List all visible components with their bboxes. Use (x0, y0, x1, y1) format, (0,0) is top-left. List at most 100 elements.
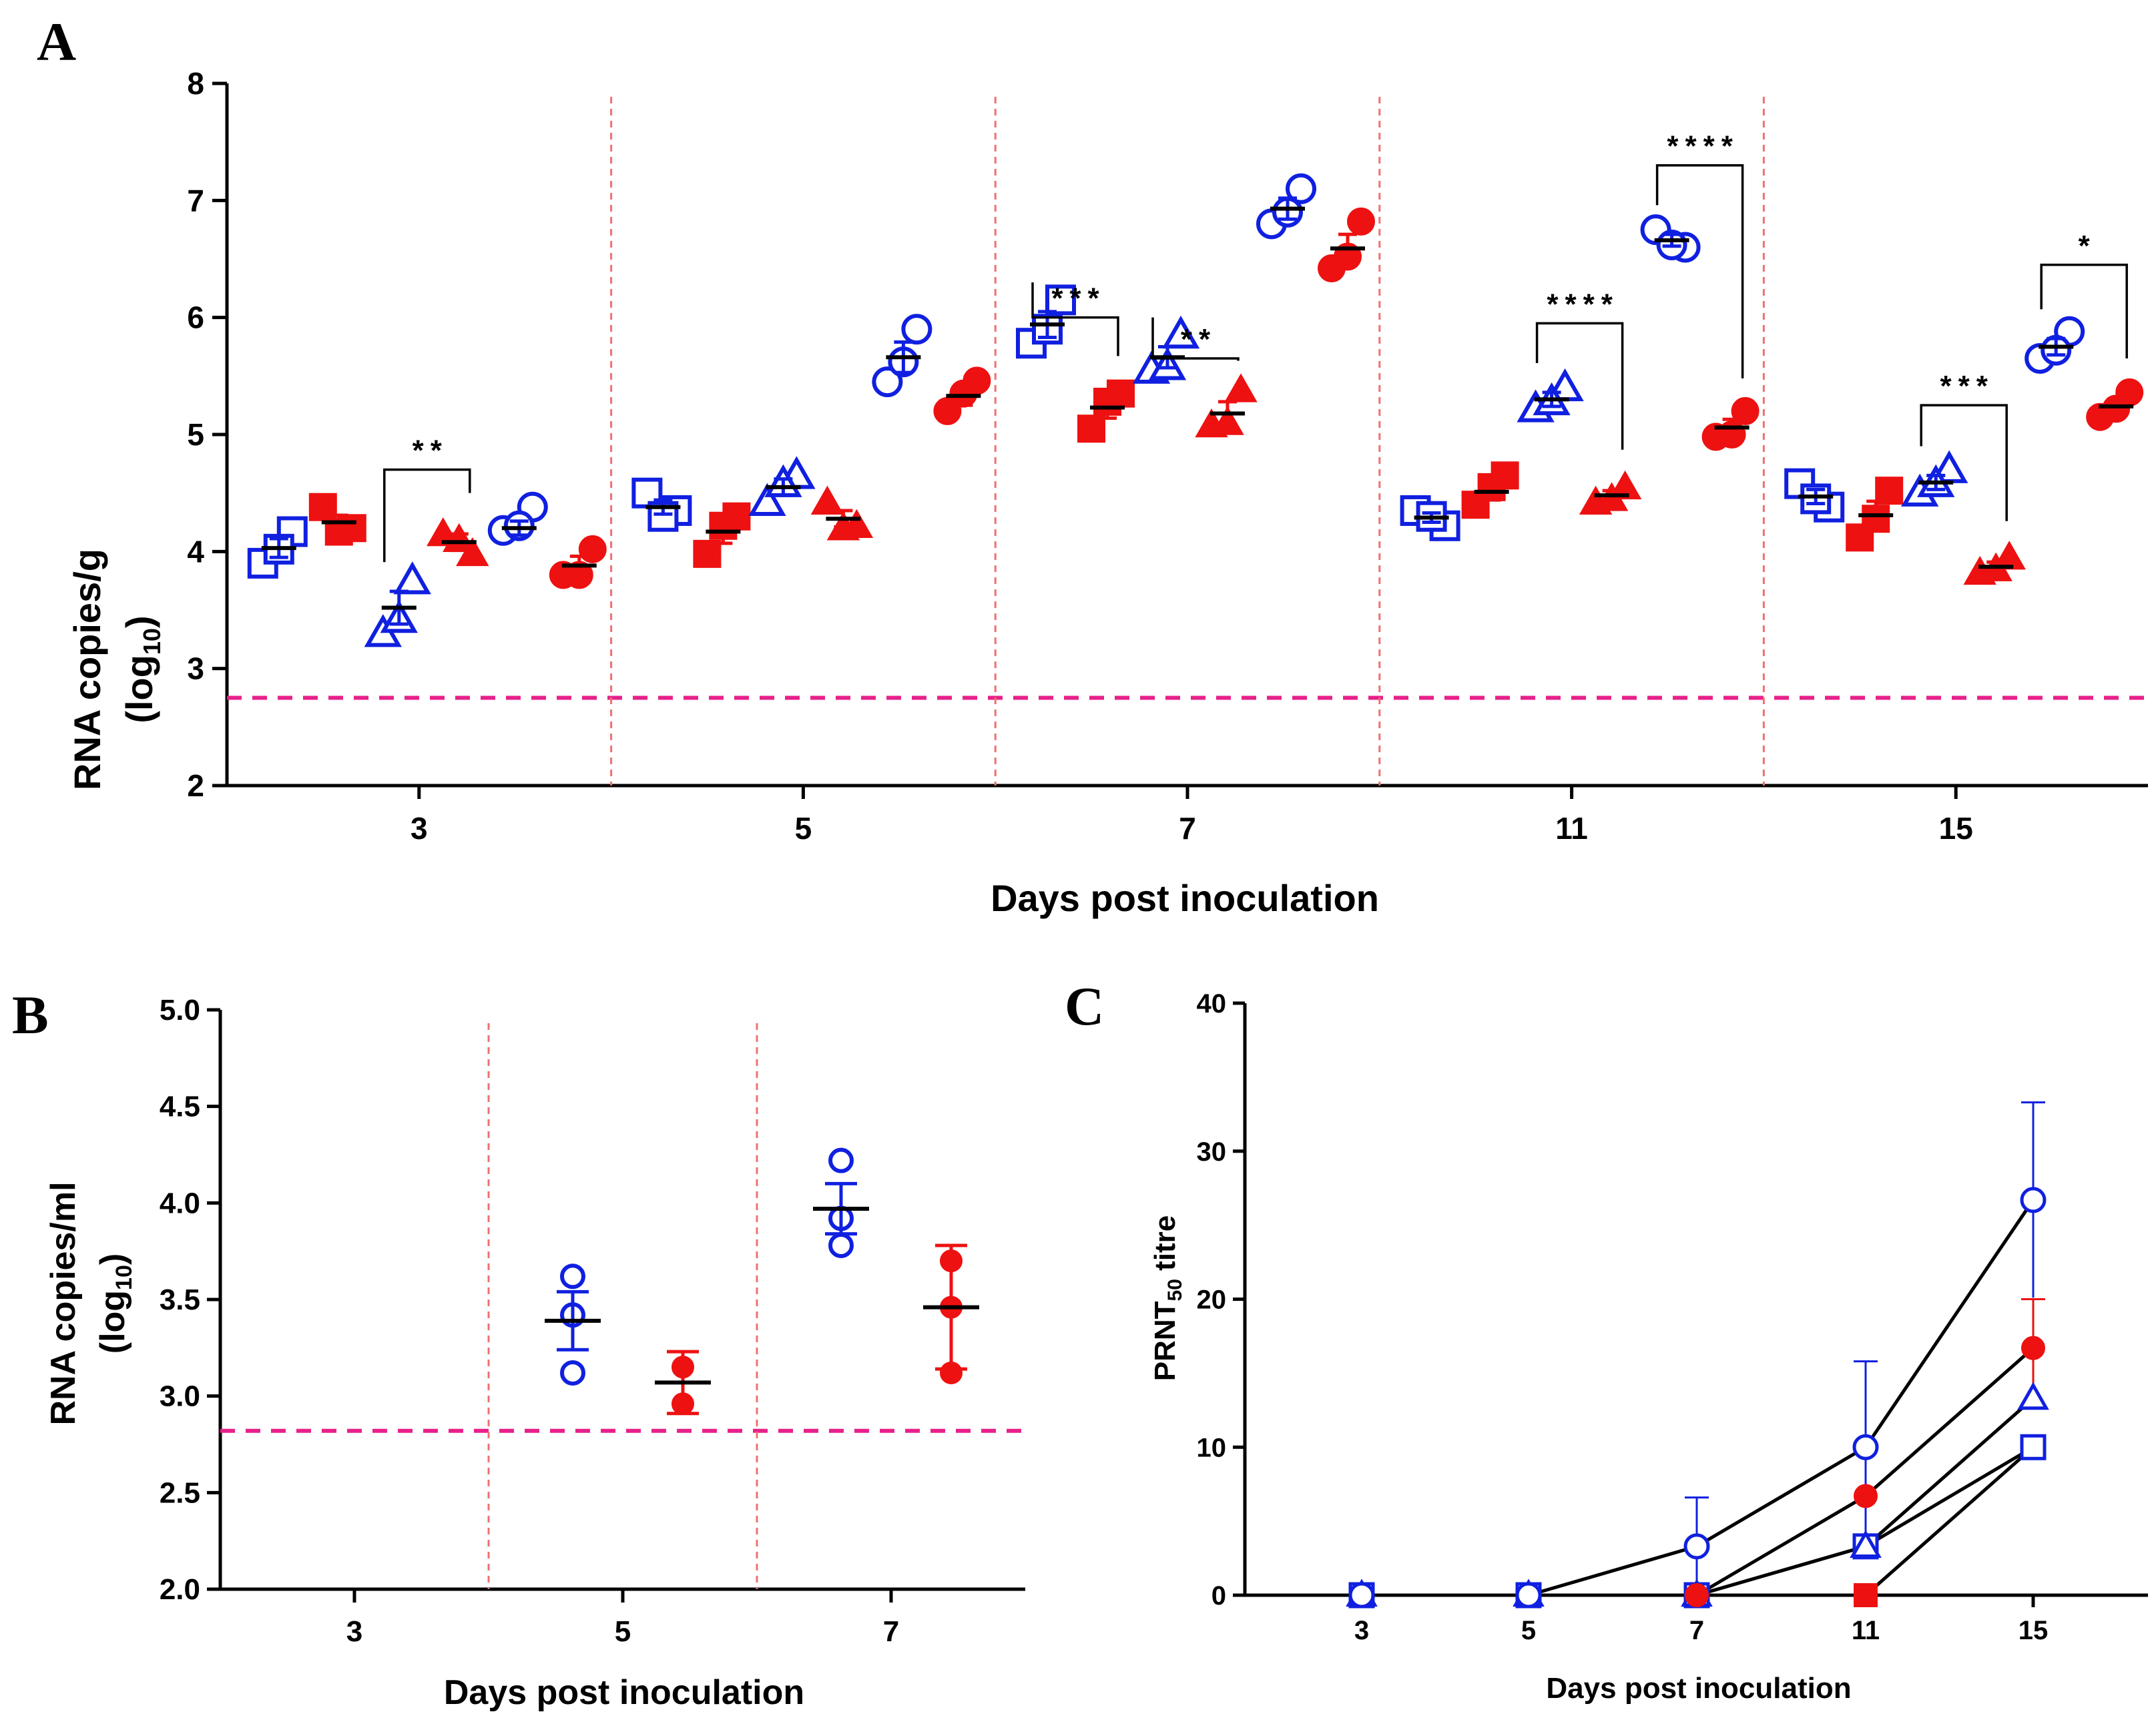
panel-a-y-tick-label: 6 (187, 300, 204, 335)
panel-c-letter: C (1065, 976, 1104, 1037)
panel-a-data-point (578, 535, 607, 563)
panel-b-x-tick-label: 7 (883, 1615, 899, 1648)
panel-a-x-tick-label: 5 (795, 811, 812, 846)
panel-b-data-point (560, 1263, 585, 1290)
panel-b-y-unit-close: ) (93, 1253, 132, 1265)
panel-b: B 2.0 2.5 3.0 3.5 4.0 4.5 5.0 3 5 7 Days post ino… (12, 984, 1025, 1712)
panel-c-data-point (1348, 1582, 1375, 1609)
panel-c-data-point (1515, 1582, 1542, 1609)
panel-a-y-title-line2: (log10) (118, 615, 166, 723)
panel-c-y-tick-label: 30 (1197, 1137, 1227, 1167)
panel-b-plot: 2.0 2.5 3.0 3.5 4.0 4.5 5.0 3 5 7 (160, 994, 1025, 1648)
panel-b-y-unit-sub: 10 (111, 1265, 137, 1290)
panel-c-x-title: Days post inoculation (1546, 1672, 1851, 1705)
panel-c-y-tick-label: 10 (1197, 1433, 1227, 1462)
panel-c-data-point (2020, 1187, 2047, 1213)
panel-c-x-tick-label: 3 (1354, 1616, 1369, 1645)
panel-c-data-point (1854, 1484, 1878, 1508)
panel-a-significance-bracket (1151, 317, 1240, 361)
panel-c: C 0 10 20 30 40 3 5 7 11 15 Days post inoculation… (1065, 976, 2148, 1705)
panel-a-data-point (1286, 173, 1316, 204)
panel-a-data-point (1045, 284, 1076, 316)
panel-a-significance-label: *** (1940, 370, 1994, 402)
panel-a-data-point (1224, 373, 1258, 402)
panel-b-y-tick-label: 5.0 (160, 994, 200, 1027)
panel-a-significance-bracket (1031, 282, 1119, 356)
panel-b-y-title-line1: RNA copies/ml (44, 1181, 83, 1425)
panel-c-plot: 0 10 20 30 40 3 5 7 11 15 (1197, 989, 2148, 1645)
panel-b-x-tick-label: 3 (346, 1615, 362, 1648)
panel-b-y-tick-label: 4.5 (160, 1091, 200, 1123)
panel-a-data-point (1347, 207, 1375, 236)
panel-a-y-tick-label: 4 (187, 534, 204, 569)
panel-b-data-point (828, 1232, 854, 1258)
panel-a-data-point (1161, 315, 1200, 349)
panel-a-significance-bracket (1655, 164, 1744, 378)
panel-a-y-tick-label: 8 (187, 66, 204, 101)
panel-a-y-tick-label: 2 (187, 768, 204, 803)
panel-a-x-tick-label: 11 (1555, 811, 1588, 846)
panel-c-x-tick-label: 11 (1852, 1616, 1880, 1645)
panel-c-data-point (2020, 1434, 2047, 1460)
panel-a-y-unit: (log (118, 655, 160, 724)
panel-a-significance-bracket (383, 468, 471, 563)
panel-a-significance-bracket (1920, 404, 2008, 521)
panel-a-data-point (901, 314, 932, 345)
panel-a-data-point (748, 483, 786, 516)
panel-b-data-point (828, 1147, 854, 1173)
panel-c-x-tick-label: 15 (2018, 1616, 2049, 1645)
panel-b-y-tick-label: 3.5 (160, 1283, 200, 1316)
panel-c-data-point (1683, 1533, 1710, 1560)
panel-c-y-sub: 50 (1164, 1279, 1186, 1301)
panel-c-x-tick-label: 5 (1521, 1616, 1536, 1645)
panel-b-y-title-line2: (log10) (93, 1253, 137, 1354)
panel-b-letter: B (12, 984, 49, 1045)
panel-a-significance-bracket (1535, 322, 1624, 450)
panel-c-y-title: PRNT50 titre (1149, 1215, 1186, 1382)
panel-a-y-tick-label: 5 (187, 417, 204, 452)
panel-a-data-point (810, 485, 844, 515)
panel-c-data-point (2017, 1382, 2049, 1410)
panel-c-y-rest: titre (1149, 1215, 1181, 1279)
panel-a-significance-bracket (2040, 264, 2128, 359)
panel-b-y-tick-label: 3.0 (160, 1380, 200, 1413)
panel-c-y-tick-label: 0 (1211, 1581, 1226, 1611)
panel-c-y-tick-label: 20 (1197, 1285, 1227, 1315)
panel-c-y-tick-label: 40 (1197, 989, 1227, 1019)
panel-a-x-tick-label: 3 (411, 811, 428, 846)
panel-c-data-point (2021, 1336, 2045, 1360)
panel-a-significance-label: ** (413, 435, 449, 467)
panel-a-x-title: Days post inoculation (991, 877, 1379, 919)
panel-a-x-tick-label: 15 (1939, 811, 1973, 846)
panel-b-y-tick-label: 4.0 (160, 1187, 200, 1219)
panel-b-y-tick-label: 2.5 (160, 1476, 200, 1509)
panel-a-significance-label: ** (1181, 323, 1217, 356)
panel-b-x-title: Days post inoculation (444, 1673, 804, 1712)
panel-a-significance-label: * (2079, 230, 2097, 262)
panel-c-data-point (1852, 1434, 1879, 1460)
panel-a-significance-label: **** (1547, 288, 1619, 320)
panel-b-y-tick-label: 2.0 (160, 1573, 200, 1606)
panel-a-data-point (872, 366, 903, 398)
panel-a-x-tick-label: 7 (1179, 811, 1196, 846)
panel-a-y-title-line1: RNA copies/g (66, 549, 108, 790)
panel-c-y-main: PRNT (1149, 1301, 1181, 1381)
panel-c-data-point (1685, 1583, 1709, 1607)
panel-a-significance-label: **** (1667, 130, 1739, 163)
panel-a-significance-label: *** (1051, 282, 1105, 315)
panel-a-data-point (393, 561, 431, 595)
panel-c-data-point (1850, 1530, 1882, 1558)
panel-a-y-unit-sub: 10 (138, 628, 166, 655)
panel-b-data-point (560, 1360, 585, 1386)
panel-b-y-unit: (log (93, 1290, 132, 1354)
panel-c-data-point (1854, 1583, 1878, 1607)
panel-a-y-tick-label: 3 (187, 651, 204, 686)
panel-b-x-tick-label: 5 (615, 1615, 631, 1648)
panel-a-letter: A (37, 11, 76, 72)
panel-a-y-unit-close: ) (118, 615, 160, 628)
panel-c-x-tick-label: 7 (1689, 1616, 1704, 1645)
panel-a-y-tick-label: 7 (187, 183, 204, 218)
